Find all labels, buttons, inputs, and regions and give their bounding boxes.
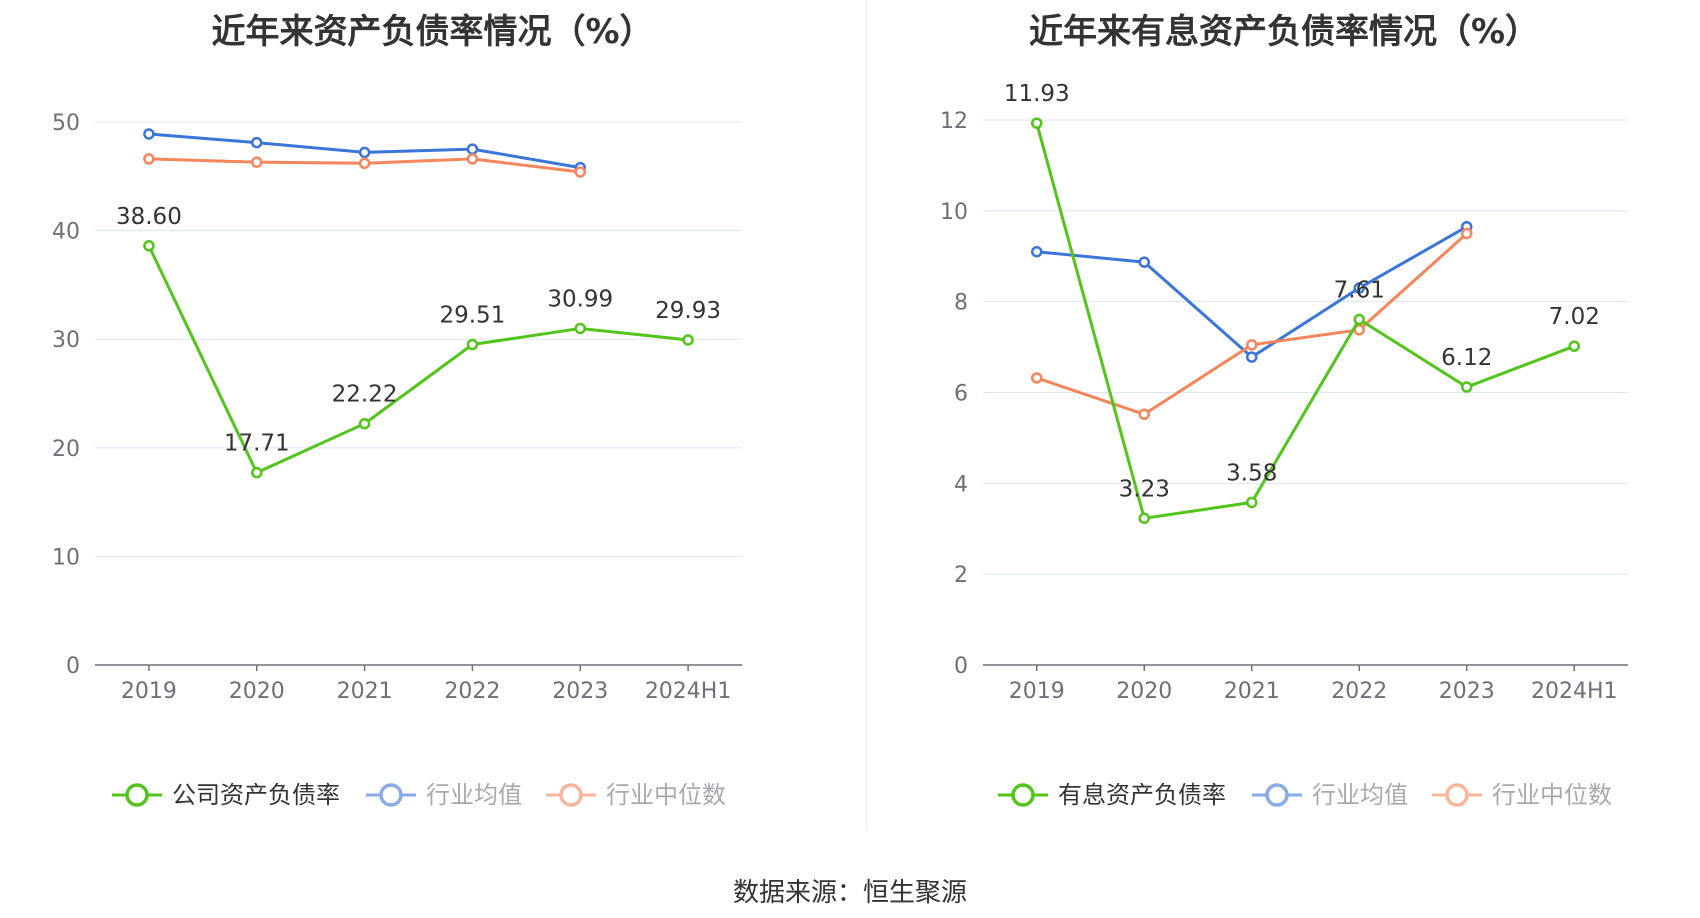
legend-item-有息资产负债率: 有息资产负债率: [998, 781, 1226, 809]
data-point-公司资产负债率-2021: [358, 417, 371, 430]
data-point-公司资产负债率-2024H1: [682, 334, 694, 346]
legend-item-行业中位数: 行业中位数: [1432, 781, 1612, 809]
data-point-行业中位数-2022: [466, 153, 479, 165]
asset-liability-chart: 0 10 20 30 40 50 2019 2020 2021 2022 2023 2024H1 38.…: [52, 111, 742, 809]
data-label-2020: 17.71: [224, 431, 290, 457]
legend-marker: [125, 783, 149, 807]
x-tick-label-2020: 2020: [229, 679, 285, 704]
y-tick-label: 50: [52, 111, 80, 136]
legend-label: 有息资产负债率: [1058, 781, 1226, 809]
chart-panel-left: 近年来资产负债率情况（%） 0 10 20 30 40 50 2019 2020 2021 202…: [0, 0, 865, 830]
data-point-有息资产负债率-2020: [1138, 512, 1150, 525]
y-tick-label: 0: [954, 654, 968, 679]
data-label-2021: 3.58: [1226, 460, 1277, 486]
legend-marker: [1011, 783, 1035, 807]
interest-bearing-liability-chart: 0 2 4 6 8 10 12 2019 2020 2021 2022 2023 2024H1 11.93…: [940, 81, 1628, 809]
data-point-行业均值-2022: [1353, 282, 1365, 294]
data-point-行业中位数-2020: [1138, 408, 1150, 421]
y-tick-label: 40: [52, 220, 80, 245]
data-point-行业中位数-2021: [1246, 339, 1258, 351]
data-point-行业均值-2020: [251, 136, 263, 149]
x-tick-label-2019: 2019: [121, 679, 177, 704]
data-point-有息资产负债率-2023: [1461, 381, 1473, 393]
x-tick-label-2023: 2023: [1439, 679, 1495, 704]
data-label-2022: 7.61: [1334, 277, 1385, 303]
data-point-行业中位数-2023: [574, 166, 586, 178]
data-label-2019: 38.60: [116, 204, 182, 230]
y-tick-label: 12: [940, 109, 968, 134]
data-point-有息资产负债率-2019: [1031, 117, 1043, 129]
data-point-行业中位数-2023: [1461, 227, 1473, 240]
data-source-note: 数据来源：恒生聚源: [732, 878, 967, 908]
data-label-2019: 11.93: [1004, 81, 1070, 107]
y-tick-label: 6: [954, 382, 968, 407]
y-tick-label: 4: [954, 472, 968, 497]
x-tick-label-2019: 2019: [1009, 679, 1065, 704]
data-point-有息资产负债率-2022: [1353, 313, 1365, 326]
x-tick-label-2022: 2022: [1331, 679, 1387, 704]
series-line-公司资产负债率: [147, 245, 689, 475]
x-tick-label-2024H1: 2024H1: [645, 679, 732, 704]
chart-title: 近年来资产负债率情况（%）: [211, 12, 654, 52]
y-tick-label: 8: [954, 291, 968, 316]
x-tick-label-2021: 2021: [1224, 679, 1280, 704]
data-point-行业均值-2021: [1246, 351, 1258, 363]
data-point-行业中位数-2019: [1031, 372, 1043, 384]
series-line-有息资产负债率: [1035, 122, 1575, 520]
legend-item-行业均值: 行业均值: [366, 781, 522, 809]
data-point-行业中位数-2020: [251, 156, 263, 168]
data-point-行业均值-2019: [143, 128, 155, 140]
data-label-2024H1: 7.02: [1549, 304, 1600, 330]
y-tick-label: 20: [52, 437, 80, 462]
data-point-公司资产负债率-2020: [251, 466, 263, 479]
y-tick-label: 10: [52, 545, 80, 570]
legend-item-公司资产负债率: 公司资产负债率: [112, 781, 340, 809]
data-point-行业均值-2021: [358, 146, 371, 159]
data-point-行业均值-2019: [1031, 245, 1043, 258]
chart-title: 近年来有息资产负债率情况（%）: [1028, 12, 1540, 52]
data-point-有息资产负债率-2024H1: [1568, 340, 1580, 352]
y-tick-label: 2: [954, 563, 968, 588]
data-label-2021: 22.22: [332, 382, 398, 408]
data-point-公司资产负债率-2019: [143, 240, 155, 252]
x-tick-label-2023: 2023: [552, 679, 608, 704]
x-tick-label-2024H1: 2024H1: [1531, 679, 1618, 704]
legend-marker: [559, 783, 583, 807]
legend-marker: [1265, 783, 1289, 807]
data-label-2024H1: 29.93: [655, 298, 721, 324]
data-label-2020: 3.23: [1119, 476, 1170, 502]
legend-label: 行业中位数: [1492, 781, 1612, 809]
data-point-公司资产负债率-2023: [574, 322, 586, 335]
legend-marker: [1445, 783, 1469, 807]
legend-label: 行业中位数: [606, 781, 726, 809]
data-label-2022: 29.51: [439, 303, 505, 329]
data-point-行业中位数-2021: [358, 157, 371, 170]
legend-marker: [379, 783, 403, 807]
x-tick-label-2021: 2021: [337, 679, 393, 704]
series-line-行业中位数: [1036, 232, 1468, 416]
legend-item-行业均值: 行业均值: [1252, 781, 1408, 809]
y-tick-label: 10: [940, 200, 968, 225]
x-tick-label-2022: 2022: [444, 679, 500, 704]
legend-label: 行业均值: [426, 781, 522, 809]
data-point-行业中位数-2019: [143, 153, 155, 165]
legend-label: 公司资产负债率: [172, 781, 340, 809]
y-tick-label: 0: [66, 654, 80, 679]
legend-label: 行业均值: [1312, 781, 1408, 809]
data-point-行业均值-2022: [466, 143, 479, 155]
legend-item-行业中位数: 行业中位数: [546, 781, 726, 809]
x-tick-label-2020: 2020: [1116, 679, 1172, 704]
data-label-2023: 30.99: [547, 286, 613, 312]
y-tick-label: 30: [52, 328, 80, 353]
data-point-行业均值-2020: [1138, 256, 1150, 268]
chart-panel-right: 近年来有息资产负债率情况（%） 0 2 4 6 8 10 12 2019 2020 2021 202…: [868, 0, 1700, 830]
data-point-有息资产负债率-2021: [1246, 496, 1258, 509]
data-label-2023: 6.12: [1441, 345, 1492, 371]
panel-divider: [866, 0, 867, 830]
data-point-公司资产负债率-2022: [466, 338, 479, 351]
